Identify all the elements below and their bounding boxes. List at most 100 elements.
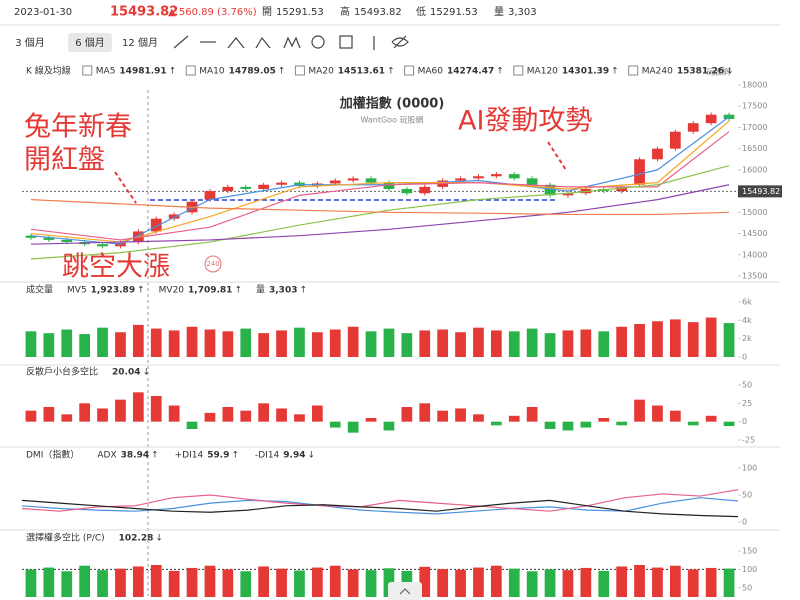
legend-checkbox[interactable]	[404, 65, 415, 76]
candle-body	[401, 188, 413, 194]
legend-text: 成交量	[26, 284, 53, 296]
y-tick-label: 14500	[742, 229, 767, 238]
bar	[652, 321, 663, 357]
bar	[652, 567, 663, 597]
legend-checkbox[interactable]	[82, 65, 93, 76]
bar	[473, 414, 484, 422]
volume-label: 量	[494, 6, 504, 18]
bar	[311, 405, 323, 422]
bar	[598, 331, 610, 357]
candle-body	[526, 178, 538, 185]
legend-text: MA5	[96, 67, 116, 77]
bar	[79, 334, 91, 357]
ma-line	[30, 120, 730, 243]
annotation: 跳空大漲	[62, 252, 170, 283]
candle-body	[669, 131, 681, 149]
legend-text: 38.94	[121, 451, 149, 461]
bar	[222, 331, 234, 357]
legend-text: ↑	[234, 286, 242, 296]
candle-body	[562, 193, 574, 196]
candle-body	[634, 159, 645, 185]
bar	[115, 332, 126, 357]
legend-text: ↑	[169, 67, 177, 77]
bar	[723, 421, 735, 427]
bar	[705, 567, 717, 597]
bar	[222, 569, 234, 597]
bar	[132, 566, 144, 597]
bar	[705, 317, 717, 357]
candle-body	[383, 182, 395, 189]
period-button[interactable]: 6 個月	[75, 36, 105, 49]
candle-body	[455, 178, 466, 181]
bar	[204, 412, 216, 422]
y-tick-label: 18000	[742, 81, 767, 90]
y-tick-label: 150	[742, 547, 757, 556]
date: 2023-01-30	[14, 7, 72, 18]
bar	[79, 565, 91, 597]
legend-text: MV5	[67, 286, 87, 296]
bar	[544, 333, 556, 357]
collapse-button[interactable]	[388, 582, 422, 600]
legend-text: 9.94	[283, 451, 305, 461]
period-active-bg	[68, 33, 112, 52]
bar	[616, 326, 628, 357]
bar	[598, 570, 610, 597]
bar	[97, 327, 108, 357]
drawing-tools[interactable]	[173, 35, 409, 50]
bar	[723, 568, 735, 597]
dmi-line	[21, 497, 739, 515]
legend-text: MA120	[527, 67, 558, 77]
bar	[634, 324, 645, 357]
period-button[interactable]: 12 個月	[122, 36, 158, 49]
high-label: 高	[340, 5, 350, 18]
bar	[383, 568, 395, 597]
y-tick-label: 0	[742, 353, 747, 362]
legend-checkbox[interactable]	[185, 65, 196, 76]
volume: 3,303	[508, 7, 537, 18]
legend-checkbox[interactable]	[294, 65, 305, 76]
bar	[544, 569, 556, 597]
bar	[490, 565, 502, 597]
bar	[562, 570, 574, 597]
bar	[437, 410, 449, 422]
candle-body	[544, 184, 556, 196]
bar	[61, 414, 73, 422]
legend-text: 102.28	[119, 534, 154, 544]
y-tick-label: 0	[742, 417, 747, 426]
legend-text: +DI14	[175, 451, 204, 461]
bar	[186, 421, 198, 429]
dmi-line	[21, 489, 739, 512]
legend-text: 1,709.81	[188, 286, 232, 296]
legend-checkbox[interactable]	[628, 65, 639, 76]
bar	[43, 567, 55, 597]
candle-body	[473, 176, 484, 179]
y-tick-label: 15000	[742, 208, 767, 217]
legend-text: ↑	[496, 67, 504, 77]
legend-text: MV20	[159, 286, 185, 296]
legend-text: ↓	[142, 368, 150, 378]
legend-checkbox[interactable]	[513, 65, 524, 76]
period-button[interactable]: 3 個月	[15, 36, 45, 49]
candle-body	[150, 218, 162, 232]
bar	[634, 564, 645, 597]
ma-line	[30, 199, 730, 216]
bar	[294, 414, 305, 422]
legend-text: 14301.39	[562, 67, 609, 77]
bar	[508, 331, 520, 357]
last-price-tag	[738, 185, 782, 198]
chart-title: 加權指數 (0000)	[339, 96, 445, 112]
legend-text: MA60	[418, 67, 444, 77]
bar	[311, 567, 323, 597]
bar	[616, 421, 628, 426]
bar	[580, 421, 592, 428]
legend-text: 1,923.89	[91, 286, 135, 296]
y-tick-label: 6k	[742, 298, 752, 307]
bar	[329, 421, 341, 428]
bar	[526, 328, 538, 357]
bar	[544, 421, 556, 429]
open-label: 開	[262, 6, 272, 18]
bar	[97, 408, 108, 422]
logo: 玩股網	[706, 67, 730, 77]
bar	[25, 569, 37, 597]
